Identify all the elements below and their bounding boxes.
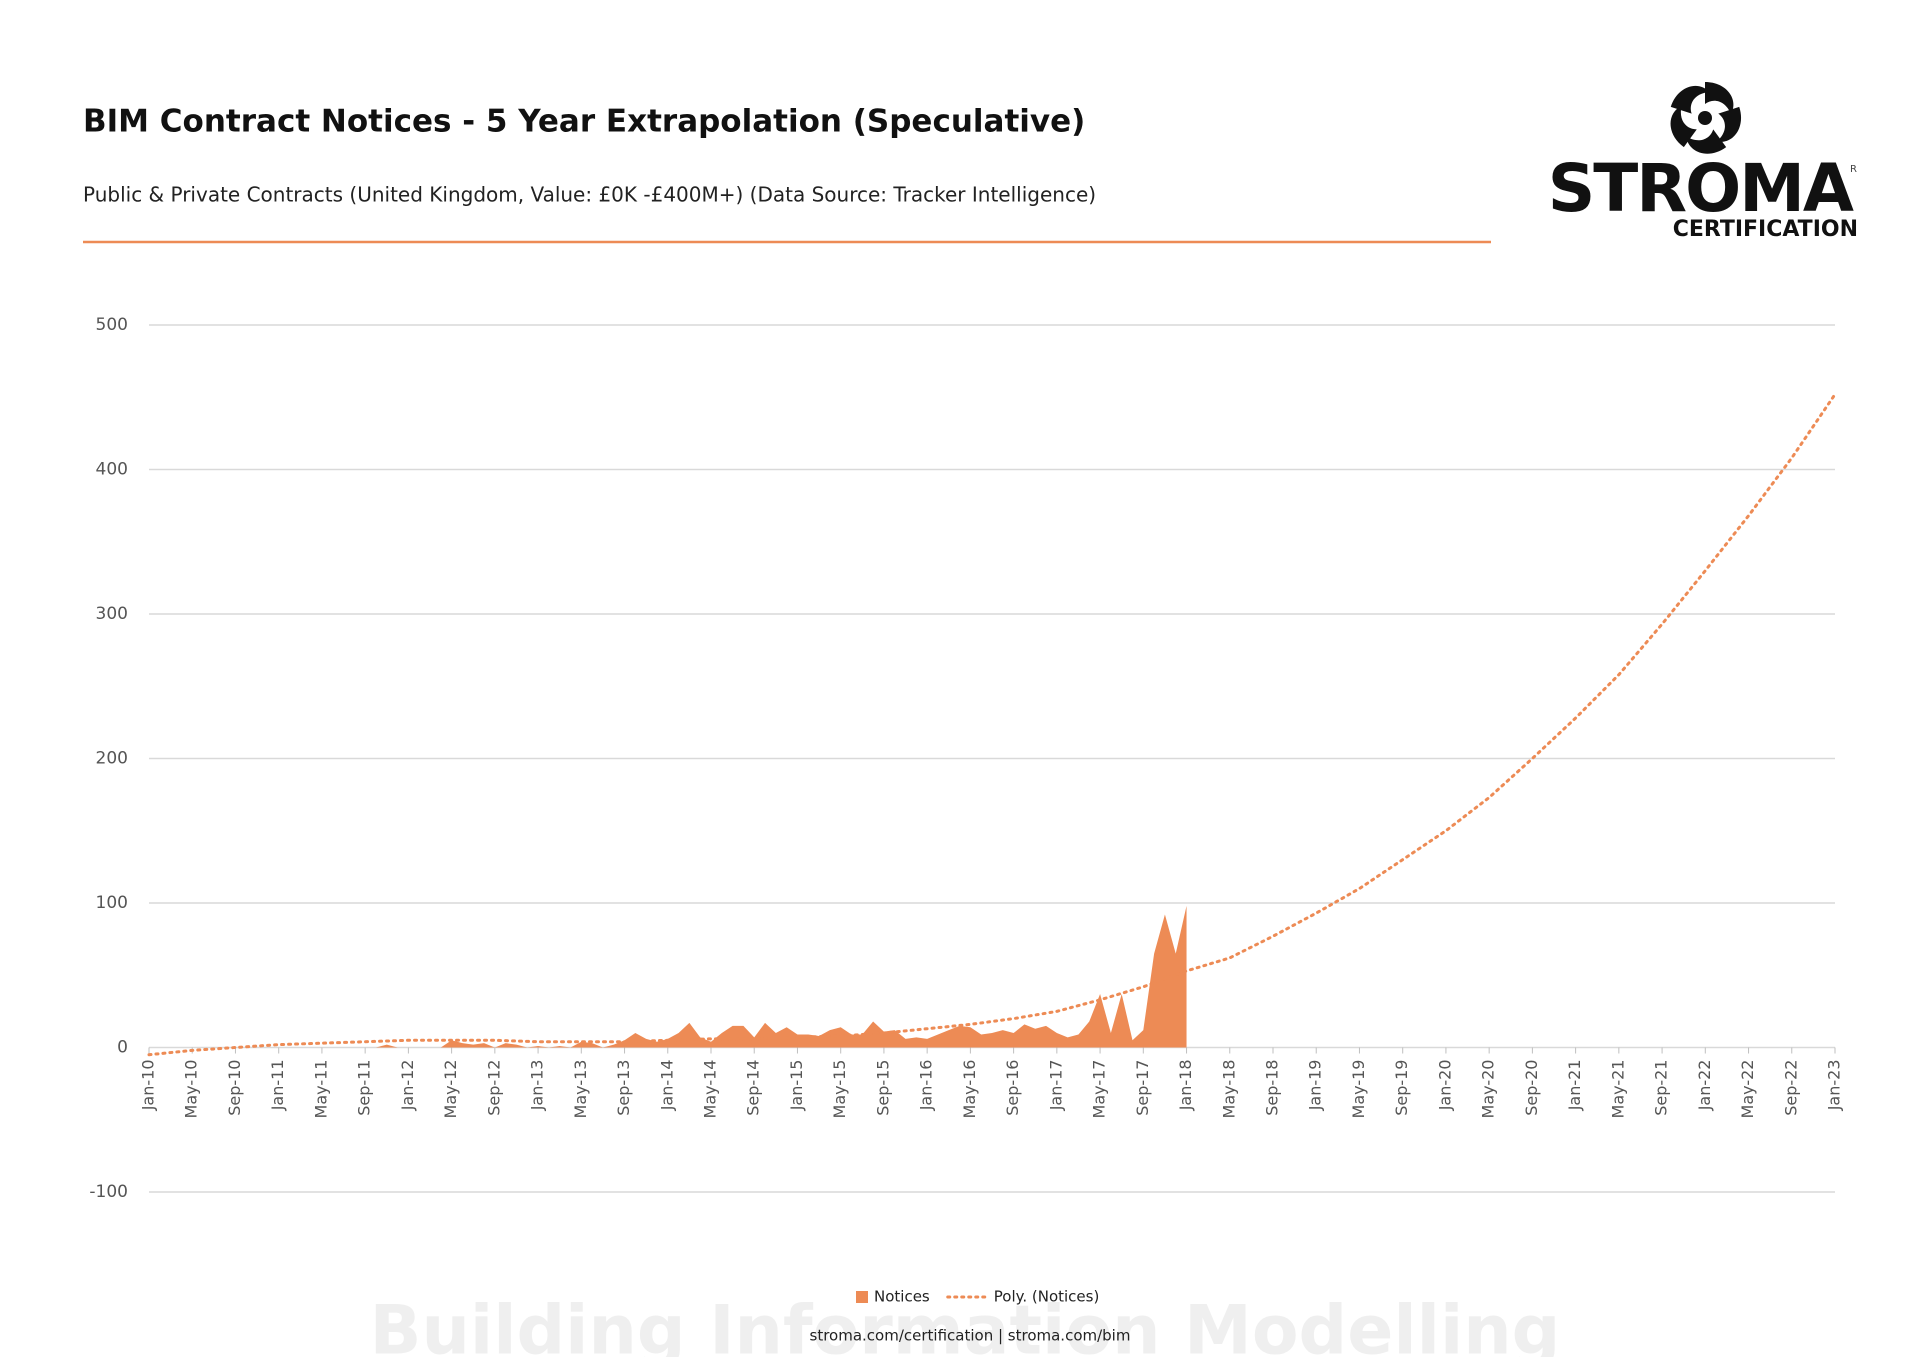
x-tick-label: Jan-19 bbox=[1306, 1060, 1325, 1112]
x-tick-label: May-21 bbox=[1608, 1060, 1627, 1119]
x-tick-label: Jan-17 bbox=[1046, 1060, 1065, 1112]
x-tick-label: Jan-11 bbox=[268, 1060, 287, 1112]
x-tick-label: May-19 bbox=[1349, 1060, 1368, 1119]
y-tick-label: -100 bbox=[89, 1182, 128, 1202]
x-tick-label: Sep-14 bbox=[744, 1060, 763, 1116]
x-tick-label: Jan-13 bbox=[528, 1060, 547, 1112]
y-tick-label: 100 bbox=[96, 893, 128, 913]
x-tick-label: Jan-22 bbox=[1695, 1060, 1714, 1112]
x-tick-label: Jan-10 bbox=[139, 1060, 158, 1112]
x-tick-label: May-12 bbox=[441, 1060, 460, 1119]
area bbox=[149, 905, 1187, 1048]
x-tick-label: Jan-12 bbox=[398, 1060, 417, 1112]
x-tick-label: May-11 bbox=[311, 1060, 330, 1119]
legend-swatch bbox=[856, 1291, 868, 1303]
y-tick-label: 300 bbox=[96, 604, 128, 624]
y-tick-label: 500 bbox=[96, 315, 128, 335]
logo-name: STROMA bbox=[1548, 150, 1854, 227]
y-tick-label: 400 bbox=[96, 460, 128, 480]
chart-title: BIM Contract Notices - 5 Year Extrapolat… bbox=[83, 104, 1085, 140]
x-tick-label: Jan-20 bbox=[1435, 1060, 1454, 1112]
legend-label: Poly. (Notices) bbox=[994, 1288, 1100, 1306]
x-tick-label: Sep-17 bbox=[1133, 1060, 1152, 1116]
legend-label: Notices bbox=[874, 1288, 930, 1306]
logo-sub: CERTIFICATION bbox=[1673, 217, 1858, 242]
plot: -100 0 100 200 300 400 500 Jan-10 May-10 Sep-10 Ja… bbox=[89, 315, 1843, 1202]
x-tick-label: May-18 bbox=[1219, 1060, 1238, 1119]
logo: STROMA R CERTIFICATION bbox=[1548, 82, 1858, 242]
x-tick-label: Sep-16 bbox=[1003, 1060, 1022, 1116]
x-tick-label: Jan-21 bbox=[1565, 1060, 1584, 1112]
logo-mark: R bbox=[1850, 164, 1857, 175]
x-tick-label: Sep-12 bbox=[484, 1060, 503, 1116]
chart-subtitle: Public & Private Contracts (United Kingd… bbox=[83, 183, 1096, 207]
x-tick-label: May-15 bbox=[830, 1060, 849, 1119]
x-tick-label: May-14 bbox=[701, 1060, 720, 1119]
watermark: Building Information Modelling bbox=[370, 1292, 1561, 1357]
x-tick-label: Jan-14 bbox=[657, 1060, 676, 1112]
x-tick-label: May-13 bbox=[571, 1060, 590, 1119]
x-tick-label: Jan-15 bbox=[787, 1060, 806, 1112]
y-tick-label: 200 bbox=[96, 749, 128, 769]
x-tick-label: Jan-18 bbox=[1176, 1060, 1195, 1112]
x-tick-label: May-22 bbox=[1738, 1060, 1757, 1119]
x-tick-label: Sep-13 bbox=[614, 1060, 633, 1116]
x-tick-label: May-10 bbox=[182, 1060, 201, 1119]
x-tick-label: Sep-21 bbox=[1652, 1060, 1671, 1116]
y-tick-label: 0 bbox=[117, 1038, 128, 1058]
trend-line bbox=[147, 392, 1837, 1057]
x-tick-label: May-20 bbox=[1479, 1060, 1498, 1119]
x-tick-label: Sep-22 bbox=[1781, 1060, 1800, 1116]
legend: Notices Poly. (Notices) bbox=[856, 1288, 1099, 1306]
footer-links: stroma.com/certification | stroma.com/bi… bbox=[810, 1327, 1131, 1345]
x-tick-label: Sep-11 bbox=[355, 1060, 374, 1116]
x-tick-label: Sep-19 bbox=[1392, 1060, 1411, 1116]
x-tick-label: Jan-23 bbox=[1825, 1060, 1844, 1112]
x-tick-label: Sep-20 bbox=[1522, 1060, 1541, 1116]
x-tick-label: Sep-15 bbox=[873, 1060, 892, 1116]
x-tick-label: Sep-10 bbox=[225, 1060, 244, 1116]
x-tick-label: May-16 bbox=[960, 1060, 979, 1119]
logo-icon bbox=[1670, 82, 1741, 154]
x-tick-label: Sep-18 bbox=[1263, 1060, 1282, 1116]
x-tick-label: Jan-16 bbox=[917, 1060, 936, 1112]
x-tick-label: May-17 bbox=[1090, 1060, 1109, 1119]
